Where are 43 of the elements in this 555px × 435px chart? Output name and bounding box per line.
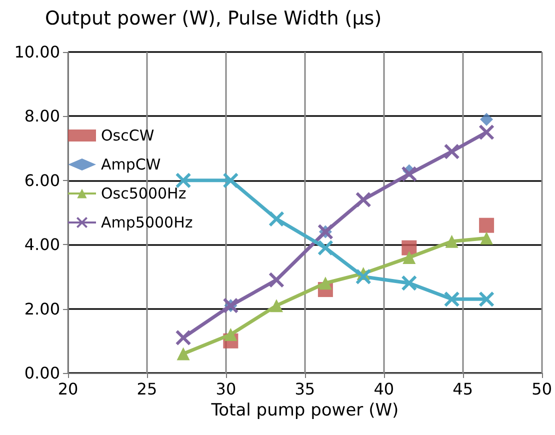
legend-label: AmpCW [101,156,161,174]
point [401,166,418,182]
point [478,124,495,140]
y-tick-label: 10.00 [14,42,60,62]
point [480,232,494,245]
legend-label: OscCW [101,126,154,144]
point [479,218,494,233]
point [401,275,418,292]
point [175,330,192,346]
x-tick-label: 25 [136,380,158,398]
point [402,240,417,256]
x-tick-label: 40 [374,380,394,398]
legend-label: Amp5000Hz [101,214,193,232]
point [478,291,495,308]
point [268,210,284,227]
point [175,172,192,188]
point [480,112,494,126]
y-tick-label: 0.00 [24,364,60,382]
y-tick-label: 4.00 [24,235,60,254]
point [402,250,416,264]
x-tick-label: 30 [216,380,236,398]
x-axis-title: Total pump power (W) [210,400,399,420]
point [317,240,334,256]
point [176,347,190,360]
y-tick-label: 8.00 [24,106,60,126]
point [222,172,239,188]
legend-label: Osc5000Hz [101,184,186,202]
chart-title: Output power (W), Pulse Width (µs) [45,8,382,30]
point [224,328,238,341]
x-tick-label: 20 [58,380,78,398]
point [444,291,460,308]
x-tick-label: 50 [532,380,552,398]
point [445,234,458,248]
point [270,299,283,312]
point [268,272,284,288]
y-tick-label: 2.00 [24,299,60,318]
x-tick-label: 45 [452,380,474,398]
x-tick-label: 35 [294,380,316,398]
y-tick-label: 6.00 [24,170,60,190]
point [318,276,332,290]
point [444,144,460,160]
point [355,192,372,208]
point [355,268,372,285]
